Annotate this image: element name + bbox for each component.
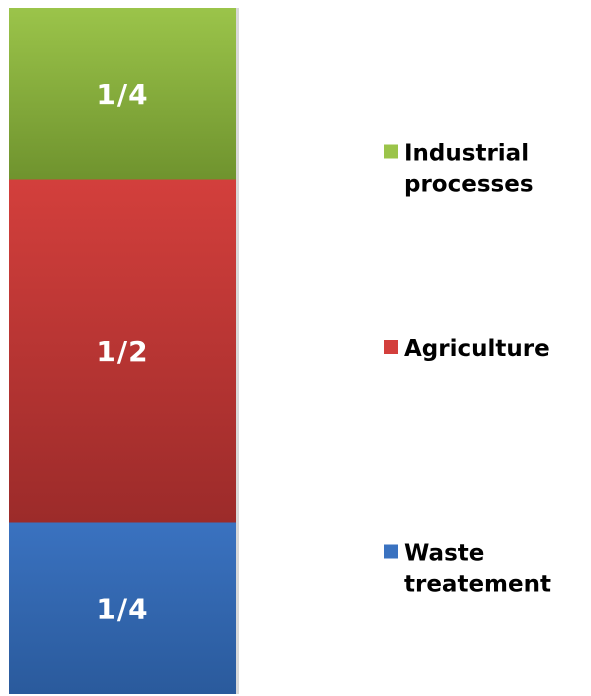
legend-label-waste-treatement: Waste treatement bbox=[404, 541, 551, 598]
legend-label-industrial-processes: Industrial processes bbox=[404, 141, 534, 198]
legend: Industrial processes Agriculture Waste treat… bbox=[384, 141, 551, 598]
data-label-agriculture: 1/2 bbox=[96, 335, 148, 368]
bar-segment-agriculture bbox=[9, 179, 236, 523]
legend-swatch-agriculture bbox=[384, 340, 398, 354]
legend-item-agriculture: Agriculture bbox=[384, 336, 550, 362]
bar-shadow bbox=[236, 8, 239, 694]
legend-item-industrial-processes: Industrial processes bbox=[384, 141, 534, 198]
bar-segment-waste-treatement bbox=[9, 522, 236, 694]
bar-segment-industrial-processes bbox=[9, 8, 236, 180]
data-label-waste-treatement: 1/4 bbox=[96, 592, 148, 625]
legend-item-waste-treatement: Waste treatement bbox=[384, 541, 551, 598]
bars-layer bbox=[9, 8, 239, 694]
legend-swatch-waste-treatement bbox=[384, 544, 398, 559]
data-labels-layer: 1/4 1/2 1/4 bbox=[96, 78, 148, 626]
legend-label-agriculture: Agriculture bbox=[404, 336, 550, 362]
legend-swatch-industrial-processes bbox=[384, 144, 398, 159]
data-label-industrial-processes: 1/4 bbox=[96, 78, 148, 111]
